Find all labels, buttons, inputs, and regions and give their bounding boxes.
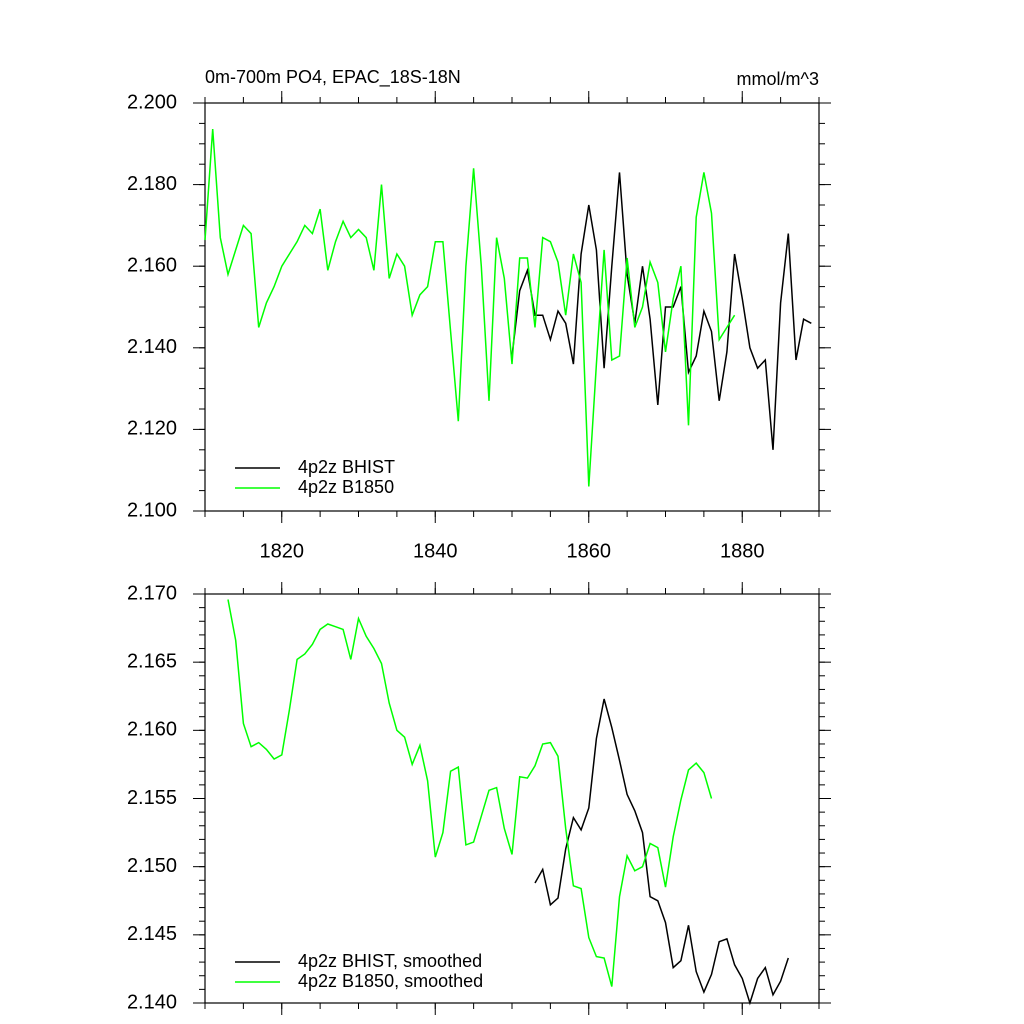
plot-frame: [204, 102, 820, 512]
x-tick-label: 1820: [260, 540, 305, 562]
series-line: [534, 698, 790, 1006]
series-line: [204, 129, 736, 487]
y-tick-label: 2.165: [127, 650, 177, 672]
legend-label: 4p2z BHIST: [298, 457, 395, 477]
plot-frame: [204, 593, 820, 1004]
y-tick-label: 2.155: [127, 787, 177, 809]
y-tick-label: 2.100: [127, 499, 177, 521]
units-label: mmol/m^3: [737, 69, 819, 89]
series-line: [511, 172, 812, 450]
y-tick-label: 2.140: [127, 336, 177, 358]
y-tick-label: 2.180: [127, 173, 177, 195]
legend-label: 4p2z B1850, smoothed: [298, 971, 483, 991]
x-tick-label: 1840: [413, 540, 458, 562]
x-tick-label: 1880: [720, 540, 765, 562]
legend-label: 4p2z BHIST, smoothed: [298, 951, 482, 971]
y-tick-label: 2.170: [127, 582, 177, 604]
x-tick-label: 1860: [567, 540, 612, 562]
chart-title: 0m-700m PO4, EPAC_18S-18N: [205, 67, 461, 88]
y-tick-label: 2.145: [127, 923, 177, 945]
y-tick-label: 2.150: [127, 855, 177, 877]
y-tick-label: 2.160: [127, 254, 177, 276]
y-tick-label: 2.140: [127, 991, 177, 1013]
legend-label: 4p2z B1850: [298, 477, 394, 497]
y-tick-label: 2.160: [127, 719, 177, 741]
series-line: [227, 599, 713, 987]
y-tick-label: 2.120: [127, 418, 177, 440]
y-tick-label: 2.200: [127, 91, 177, 113]
